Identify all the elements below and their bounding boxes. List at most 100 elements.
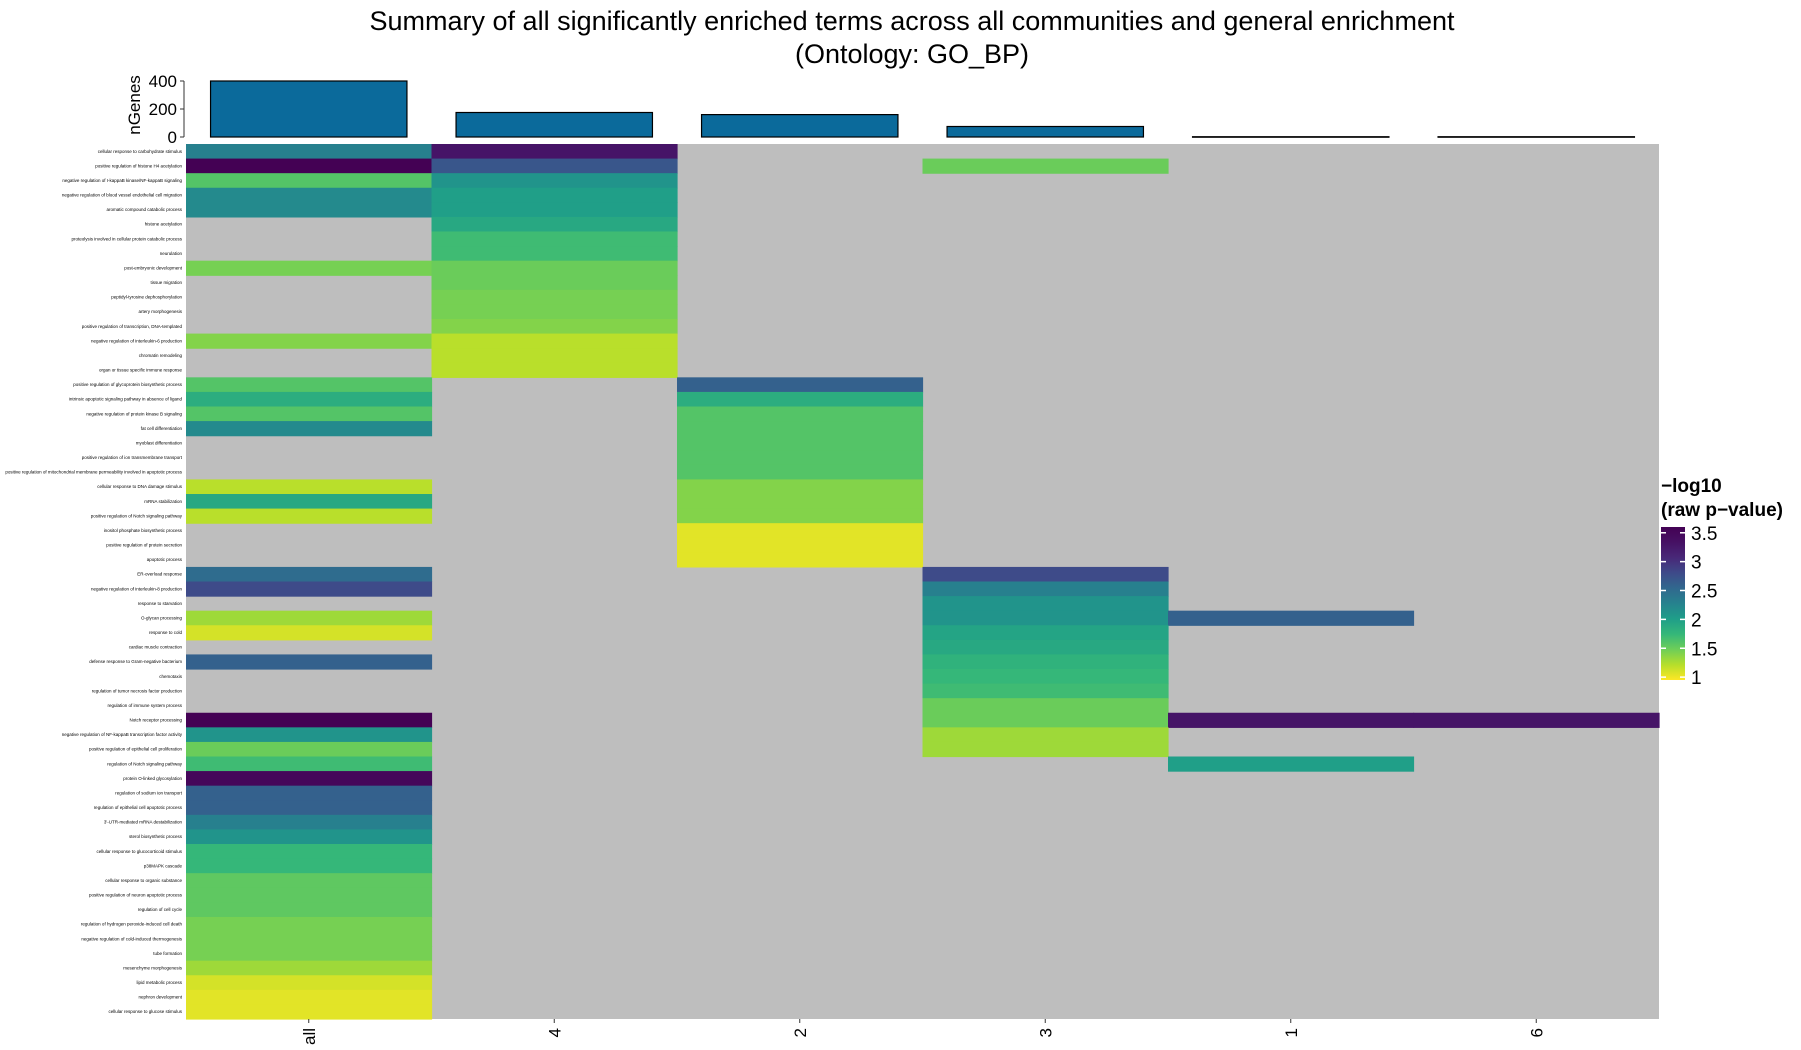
row-label: negative regulation of I-kappaB kinase/N… <box>62 178 182 183</box>
heatmap-cell <box>922 639 1169 656</box>
heatmap-cell <box>1168 712 1415 728</box>
heatmap-cell <box>186 421 433 437</box>
legend-title-line2: (raw p−value) <box>1661 500 1783 521</box>
heatmap-cell <box>922 712 1169 728</box>
row-label: post-embryonic development <box>124 265 183 270</box>
heatmap-cell <box>922 741 1169 758</box>
row-label: regulation of hydrogen peroxide-induced … <box>81 922 183 927</box>
heatmap-cell <box>677 494 924 510</box>
bar <box>455 111 654 138</box>
heatmap-cell <box>431 319 678 335</box>
heatmap-cell <box>431 158 678 174</box>
heatmap-cell <box>186 756 433 772</box>
row-label: apoptotic process <box>147 557 183 562</box>
heatmap-cell <box>431 173 678 189</box>
row-label: neurulation <box>160 251 183 256</box>
heatmap-cell <box>186 727 433 743</box>
heatmap-cell <box>186 581 433 597</box>
row-label: regulation of tumor necrosis factor prod… <box>92 688 183 693</box>
column-label: 2 <box>791 1028 810 1037</box>
row-label: myoblast differentiation <box>136 440 183 445</box>
heatmap-cell <box>186 173 433 189</box>
heatmap-cell <box>922 158 1169 174</box>
row-label: defense response to Gram-negative bacter… <box>89 659 182 664</box>
heatmap-cell <box>431 289 678 306</box>
heatmap-cell <box>431 231 678 247</box>
row-label: regulation of epithelial cell apoptotic … <box>94 805 183 810</box>
row-label: regulation of sodium ion transport <box>115 790 183 795</box>
heatmap-cell <box>677 479 924 495</box>
row-label: negative regulation of interleukin-6 pro… <box>91 338 183 343</box>
row-label: regulation of cell cycle <box>138 907 183 912</box>
heatmap-cell <box>186 508 433 524</box>
bar-series <box>209 80 1636 138</box>
row-label: ER-overload response <box>137 572 182 577</box>
heatmap-cell <box>186 785 433 801</box>
column-label: 6 <box>1527 1028 1546 1037</box>
row-label: response to cold <box>149 630 183 635</box>
row-label: positive regulation of mitochondrial mem… <box>5 470 182 475</box>
row-labels: cellular response to carbohydrate stimul… <box>5 149 182 1014</box>
heatmap-cell <box>186 391 433 408</box>
row-label: intrinsic apoptotic signaling pathway in… <box>69 397 183 402</box>
row-label: O-glycan processing <box>141 615 183 620</box>
heatmap-cell <box>186 158 433 174</box>
color-legend: −log10 (raw p−value) 3.5 3 2.5 2 1.5 1 <box>1661 476 1783 689</box>
heatmap-cell <box>677 537 924 553</box>
heatmap-cell <box>677 450 924 466</box>
heatmap-cell <box>677 464 924 481</box>
row-label: regulation of immune system process <box>107 703 182 708</box>
row-label: artery morphogenesis <box>138 309 182 314</box>
heatmap-cell <box>922 566 1169 583</box>
heatmap-cell <box>186 494 433 510</box>
heatmap-cell <box>186 566 433 583</box>
heatmap-cell <box>677 508 924 524</box>
heatmap-cell <box>431 333 678 349</box>
row-label: proteolysis involved in cellular protein… <box>71 236 182 241</box>
legend-tick-label: 3.5 <box>1691 524 1717 545</box>
bar <box>1437 136 1636 138</box>
row-label: nephron development <box>138 995 182 1000</box>
heatmap-cell <box>922 596 1169 612</box>
heatmap-cell <box>186 610 433 626</box>
column-label: 3 <box>1036 1028 1055 1037</box>
heatmap-cell <box>1168 756 1415 772</box>
heatmap-cell <box>186 377 433 393</box>
heatmap-cell <box>186 625 433 641</box>
heatmap-cell <box>431 362 678 378</box>
row-label: positive regulation of glycoprotein bios… <box>73 382 183 387</box>
bar-y-axis-label: nGenes <box>125 75 144 135</box>
bar <box>209 80 408 138</box>
legend-title-line1: −log10 <box>1661 476 1722 497</box>
row-label: tissue migration <box>150 280 182 285</box>
legend-ticks: 3.5 3 2.5 2 1.5 1 <box>1661 524 1717 689</box>
heatmap-cell <box>186 187 433 203</box>
heatmap-cell <box>431 260 678 276</box>
heatmap-cell <box>922 581 1169 597</box>
heatmap-cell <box>186 654 433 670</box>
row-label: negative regulation of protein kinase B … <box>86 411 182 416</box>
row-label: positive regulation of protein secretion <box>106 543 182 548</box>
heatmap-cell <box>677 523 924 539</box>
heatmap-cell <box>186 144 433 160</box>
row-label: protein O-linked glycosylation <box>123 776 182 781</box>
bar <box>946 125 1145 138</box>
bar-panel: 0 200 400 nGenes <box>125 72 1636 147</box>
heatmap-cell <box>922 654 1169 670</box>
heatmap-cell <box>186 260 433 276</box>
heatmap-cell <box>186 960 433 976</box>
heatmap-cell <box>186 931 433 947</box>
column-label: all <box>300 1028 319 1045</box>
heatmap-cell <box>922 669 1169 685</box>
row-label: p38MAPK cascade <box>144 863 183 868</box>
heatmap-cell <box>677 435 924 451</box>
legend-tick-label: 2 <box>1691 610 1702 631</box>
heatmap-cell <box>186 479 433 495</box>
heatmap-cell <box>431 144 678 160</box>
heatmap-cell <box>922 727 1169 743</box>
row-label: negative regulation of blood vessel endo… <box>62 193 183 198</box>
row-label: positive regulation of histone H4 acetyl… <box>95 163 182 168</box>
bar-y-tick-label: 200 <box>149 100 177 119</box>
heatmap-cell <box>431 202 678 218</box>
bar-y-tick-label: 0 <box>168 128 177 147</box>
